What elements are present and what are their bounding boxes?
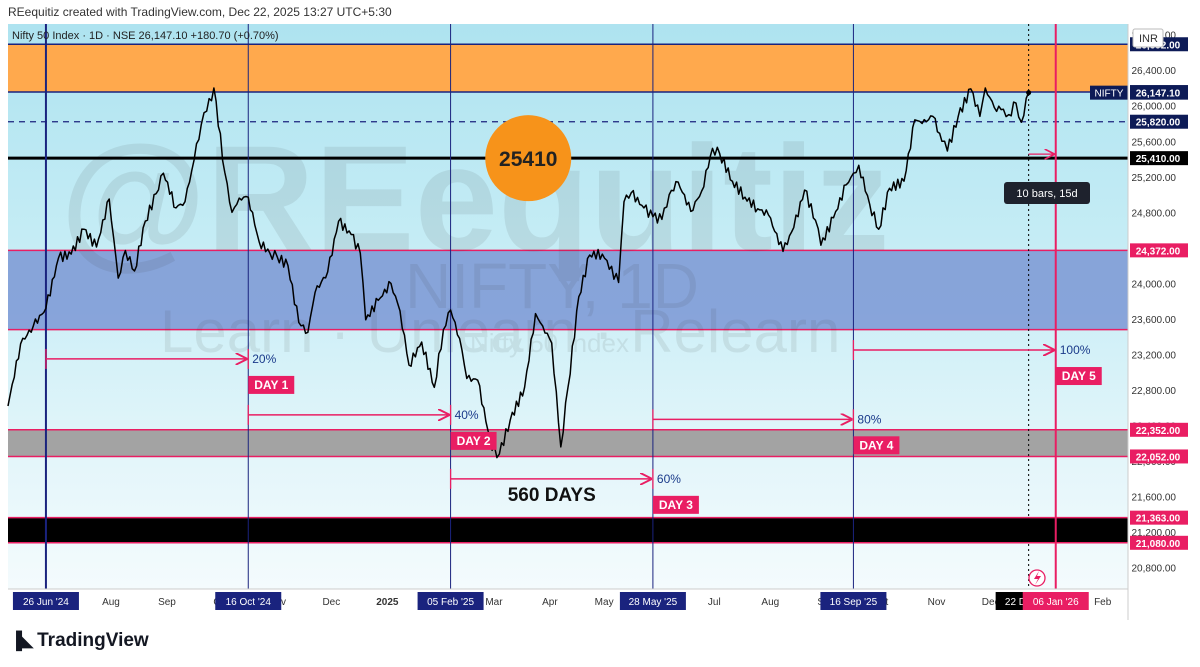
day-label-1: DAY 1 (254, 378, 288, 392)
date-label-2024-10-16: 16 Oct '24 (226, 597, 272, 608)
mid-zone (8, 250, 1128, 330)
x-tick-2026-02-01: Feb (1094, 597, 1112, 608)
day-badge-3 (652, 495, 699, 514)
cycle-percent-3: 60% (657, 472, 681, 486)
x-tick-2025-05-01: May (595, 597, 614, 608)
symbol-tag-box (1090, 85, 1128, 100)
symbol-info-line: Nifty 50 Index · 1D · NSE 26,147.10 +180… (12, 30, 279, 42)
cycle-percent-5: 100% (1060, 343, 1091, 357)
price-label-21080: 21,080.00 (1136, 539, 1181, 550)
y-tick-20800: 20,800.00 (1132, 564, 1177, 575)
price-label-24372: 24,372.00 (1136, 246, 1181, 257)
price-label-box-25820 (1130, 114, 1188, 129)
date-label-2025-09-16: 16 Sep '25 (830, 597, 878, 608)
y-tick-24800: 24,800.00 (1132, 208, 1177, 219)
last-price-dot (1026, 90, 1032, 96)
day-label-2: DAY 2 (457, 434, 491, 448)
date-label-box-2025-09-16 (820, 592, 887, 610)
watermark-tagline: Learn · Unlearn · Relearn (160, 298, 840, 365)
date-label-box-2025-02-05 (417, 592, 484, 610)
day-badge-5 (1055, 367, 1102, 386)
y-tick-23600: 23,600.00 (1132, 315, 1177, 326)
date-label-box-2026-01-06 (1022, 592, 1089, 610)
price-label-box-22352 (1130, 422, 1188, 437)
price-label-22052: 22,052.00 (1136, 452, 1181, 463)
symbol-tag-label: NIFTY (1095, 89, 1124, 100)
x-tick-2025-07-01: Jul (708, 597, 721, 608)
level-badge-text: 25410 (499, 148, 557, 171)
x-tick-2025-01-01: 2025 (376, 597, 399, 608)
cycle-length-label: 560 DAYS (508, 485, 596, 506)
x-tick-2025-11-01: Nov (928, 597, 946, 608)
watermark-name: Nifty 50 Index (470, 328, 629, 358)
price-label-25410: 25,410.00 (1136, 154, 1181, 165)
x-tick-2025-08-01: Aug (761, 597, 779, 608)
price-label-box-22052 (1130, 449, 1188, 464)
date-label-2024-06-26: 26 Jun '24 (23, 597, 69, 608)
tradingview-logo[interactable]: ▐◣ TradingView (10, 630, 149, 652)
x-tick-2024-12-01: Dec (322, 597, 340, 608)
lightning-icon[interactable] (1028, 569, 1046, 587)
price-label-22352: 22,352.00 (1136, 426, 1181, 437)
day-badge-2 (450, 431, 497, 450)
y-tick-26000: 26,000.00 (1132, 102, 1177, 113)
day-label-5: DAY 5 (1062, 369, 1096, 383)
x-tick-2025-04-01: Apr (542, 597, 558, 608)
cycle-percent-4: 80% (857, 412, 881, 426)
date-label-box-2025-05-28 (619, 592, 686, 610)
level-badge-circle (485, 115, 572, 202)
watermark-ticker: NIFTY, 1D (405, 250, 699, 322)
y-tick-21200: 21,200.00 (1132, 528, 1177, 539)
date-label-2026-01-06: 06 Jan '26 (1033, 597, 1079, 608)
y-tick-21600: 21,600.00 (1132, 493, 1177, 504)
y-tick-22800: 22,800.00 (1132, 386, 1177, 397)
day-badge-4 (853, 436, 900, 455)
day-label-4: DAY 4 (859, 438, 893, 452)
y-tick-25200: 25,200.00 (1132, 173, 1177, 184)
cycle-percent-1: 20% (252, 352, 276, 366)
bars-tooltip-box (1004, 182, 1090, 204)
price-label-21363: 21,363.00 (1136, 514, 1181, 525)
date-label-box-2024-06-26 (12, 592, 79, 610)
price-label-box-24372 (1130, 243, 1188, 258)
currency-label: INR (1139, 33, 1158, 45)
demand-zone (8, 429, 1128, 457)
cycle-percent-2: 40% (455, 408, 479, 422)
price-label-25820: 25,820.00 (1136, 118, 1181, 129)
logo-text: TradingView (37, 630, 149, 651)
price-label-box-21080 (1130, 535, 1188, 550)
x-tick-2025-12-01: Dec (982, 597, 1000, 608)
price-label-26147.1: 26,147.10 (1136, 89, 1181, 100)
tradingview-mark-icon: ▐◣ (10, 631, 33, 650)
y-tick-25600: 25,600.00 (1132, 137, 1177, 148)
created-by-text: REequitiz created with TradingView.com, … (8, 5, 392, 19)
y-tick-26400: 26,400.00 (1132, 66, 1177, 77)
x-tick-2024-08-01: Aug (102, 597, 120, 608)
price-label-box-25410 (1130, 151, 1188, 166)
currency-box[interactable] (1132, 28, 1164, 48)
y-tick-24000: 24,000.00 (1132, 279, 1177, 290)
base-zone (8, 517, 1128, 543)
bars-tooltip-text: 10 bars, 15d (1016, 188, 1077, 200)
date-label-box-2024-10-16 (215, 592, 282, 610)
nifty-price-line[interactable] (7, 87, 1030, 459)
price-label-box-21363 (1130, 510, 1188, 525)
day-label-3: DAY 3 (659, 498, 693, 512)
y-tick-23200: 23,200.00 (1132, 350, 1177, 361)
x-tick-2024-09-01: Sep (158, 597, 176, 608)
date-label-2025-02-05: 05 Feb '25 (427, 597, 474, 608)
date-label-2025-05-28: 28 May '25 (629, 597, 678, 608)
day-badge-1 (248, 375, 295, 394)
supply-zone (8, 44, 1128, 93)
price-label-box-26147.1 (1130, 85, 1188, 100)
x-tick-2025-03-01: Mar (485, 597, 503, 608)
